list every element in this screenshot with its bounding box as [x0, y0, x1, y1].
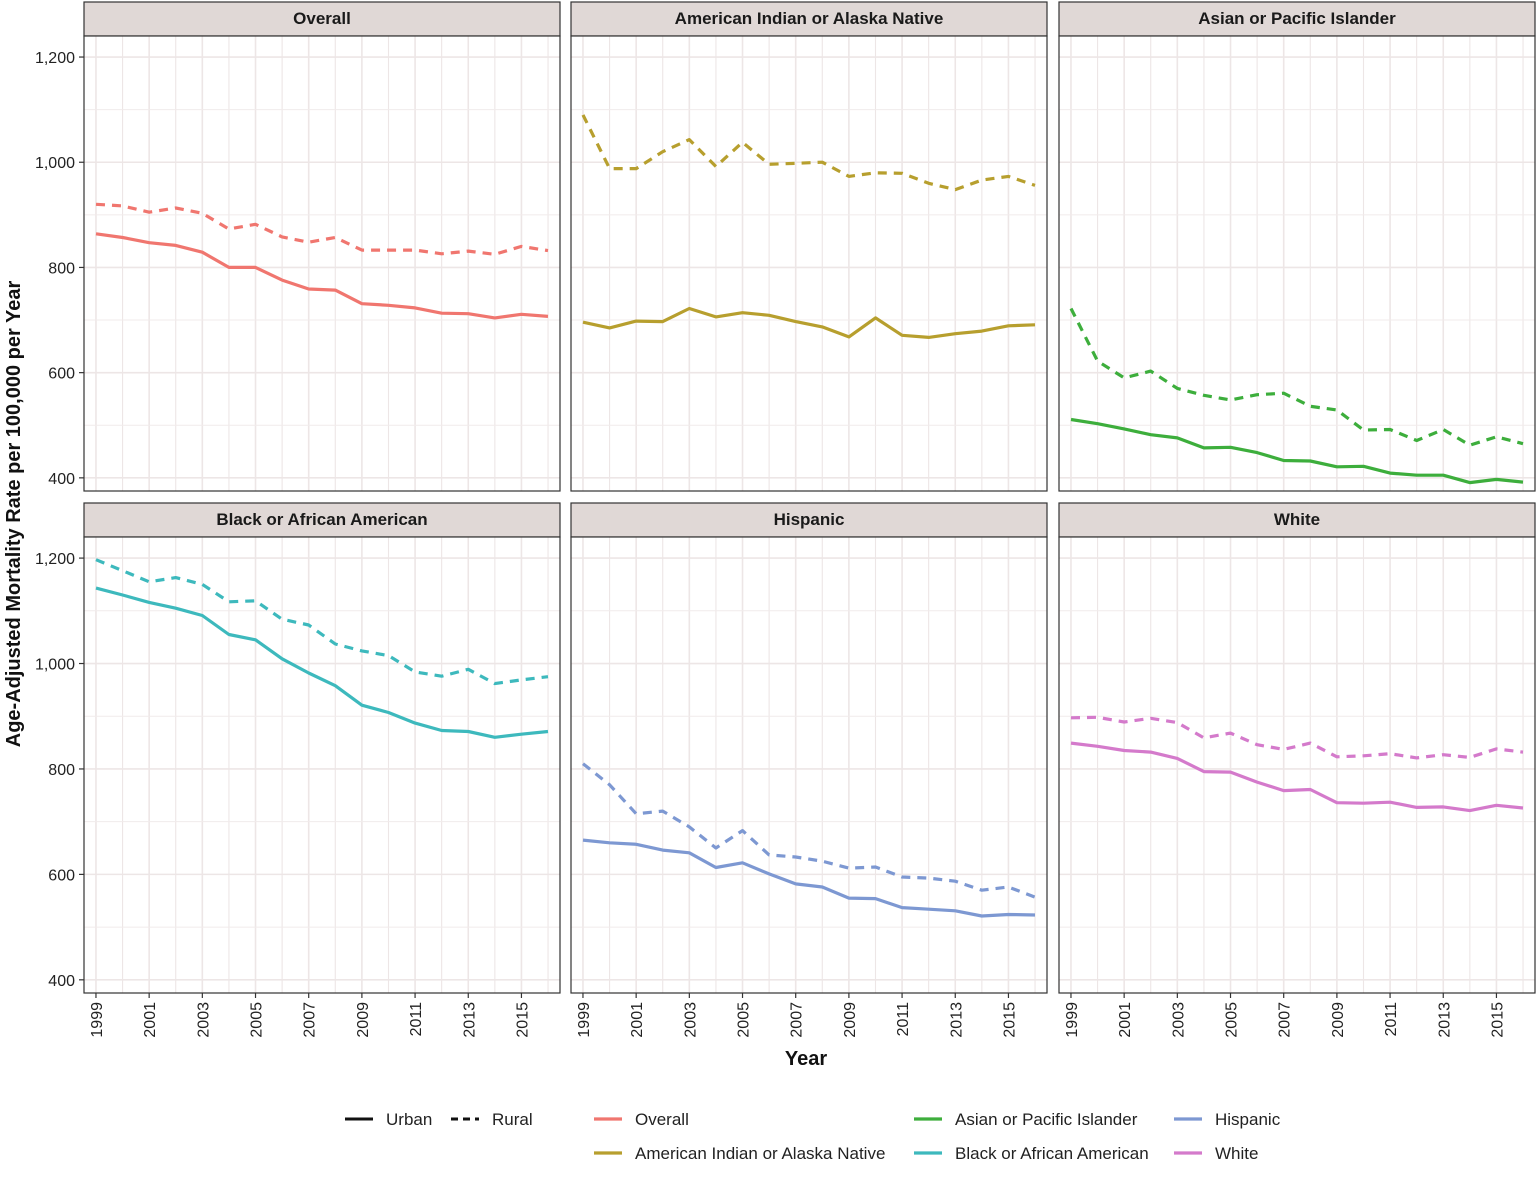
y-tick-label: 400 — [48, 471, 75, 488]
y-tick-label: 1,000 — [35, 155, 75, 172]
plot-background — [571, 36, 1047, 491]
series-rural-asian-or-pacific-islander — [1069, 307, 1524, 447]
x-tick-label: 2011 — [1383, 1002, 1400, 1037]
x-tick-label: 2015 — [514, 1002, 531, 1038]
y-tick-label: 1,000 — [35, 657, 75, 674]
y-tick-label: 600 — [48, 366, 75, 383]
x-tick-label: 1999 — [89, 1002, 106, 1038]
x-tick-label: 2007 — [302, 1002, 319, 1038]
legend-label-black-or-african-american: Black or African American — [955, 1144, 1149, 1163]
gridlines — [84, 537, 560, 993]
panel-border — [83, 35, 561, 492]
panel-asian-or-pacific-islander: Asian or Pacific Islander — [1058, 1, 1536, 492]
y-tick-label: 1,200 — [35, 551, 75, 568]
x-tick-label: 2005 — [736, 1002, 753, 1038]
gridlines — [1059, 36, 1535, 491]
x-tick-label: 2009 — [842, 1002, 859, 1038]
panel-strip — [1058, 502, 1536, 538]
series-rural-black-or-african-american — [95, 558, 549, 686]
series-urban-white — [1070, 741, 1524, 813]
panel-title: White — [1274, 510, 1320, 529]
legend: Urban Rural Overall American Indian or Alas… — [345, 1110, 1281, 1163]
panel-border — [1058, 536, 1536, 994]
panel-border — [1058, 35, 1536, 492]
panel-title: Black or African American — [216, 510, 427, 529]
y-axis-title: Age-Adjusted Mortality Rate per 100,000 … — [3, 281, 25, 748]
plot-background — [571, 537, 1047, 993]
legend-label-urban: Urban — [386, 1110, 432, 1129]
legend-label-asian-or-pacific-islander: Asian or Pacific Islander — [955, 1110, 1138, 1129]
facet-panels: Overall 400 600 800 1,000 1,200 American India… — [35, 1, 1536, 1038]
panel-border — [570, 35, 1048, 492]
panel-border — [83, 536, 561, 994]
panel-strip — [1058, 1, 1536, 37]
panel-hispanic: Hispanic 1999 2001 2003 2005 2007 2009 2011 2013… — [570, 502, 1048, 1038]
x-tick-label: 2011 — [408, 1002, 425, 1037]
x-tick-label: 2007 — [1277, 1002, 1294, 1038]
gridlines — [1059, 537, 1535, 993]
plot-background — [84, 537, 560, 993]
x-tick-label: 2005 — [1224, 1002, 1241, 1038]
legend-label-hispanic: Hispanic — [1215, 1110, 1281, 1129]
series-rural-white — [1070, 715, 1524, 760]
x-tick-label: 2001 — [1117, 1002, 1134, 1038]
panel-title: American Indian or Alaska Native — [675, 9, 944, 28]
x-tick-label: 2009 — [355, 1002, 372, 1038]
gridlines — [571, 36, 1047, 491]
series-urban-black-or-african-american — [95, 586, 549, 739]
series-rural-overall — [95, 202, 549, 256]
x-tick-label: 2003 — [1170, 1002, 1187, 1038]
x-tick-label: 2013 — [1436, 1002, 1453, 1038]
x-tick-label: 2005 — [249, 1002, 266, 1038]
series-rural-hispanic — [582, 762, 1036, 899]
panel-title: Asian or Pacific Islander — [1198, 9, 1396, 28]
plot-background — [84, 36, 560, 491]
panel-title: Overall — [293, 9, 351, 28]
y-tick-label: 400 — [48, 973, 75, 990]
x-tick-label: 2003 — [682, 1002, 699, 1038]
series-urban-asian-or-pacific-islander — [1070, 417, 1524, 485]
x-tick-label: 1999 — [576, 1002, 593, 1038]
panel-white: White 1999 2001 2003 2005 2007 2009 2011 2013 201… — [1058, 502, 1536, 1038]
panel-strip — [570, 1, 1048, 37]
x-tick-label: 2003 — [195, 1002, 212, 1038]
series-urban-hispanic — [582, 838, 1036, 918]
series-urban-american-indian-or-alaska-native — [582, 306, 1036, 339]
legend-label-white: White — [1215, 1144, 1258, 1163]
y-tick-label: 1,200 — [35, 50, 75, 67]
plot-background — [1059, 537, 1535, 993]
x-tick-label: 2001 — [142, 1002, 159, 1038]
x-tick-label: 2009 — [1330, 1002, 1347, 1038]
x-tick-label: 2013 — [461, 1002, 478, 1038]
x-axis-title: Year — [785, 1048, 827, 1070]
panel-overall: Overall 400 600 800 1,000 1,200 — [35, 1, 561, 492]
legend-label-overall: Overall — [635, 1110, 689, 1129]
panel-strip — [83, 1, 561, 37]
x-tick-label: 2015 — [1489, 1002, 1506, 1038]
y-tick-label: 800 — [48, 260, 75, 277]
legend-label-american-indian-or-alaska-native: American Indian or Alaska Native — [635, 1144, 885, 1163]
y-tick-label: 800 — [48, 762, 75, 779]
x-tick-label: 2015 — [1001, 1002, 1018, 1038]
x-tick-label: 2001 — [629, 1002, 646, 1038]
x-tick-label: 2011 — [895, 1002, 912, 1037]
panel-border — [570, 536, 1048, 994]
x-tick-label: 2007 — [789, 1002, 806, 1038]
panel-strip — [83, 502, 561, 538]
legend-label-rural: Rural — [492, 1110, 533, 1129]
x-tick-label: 1999 — [1064, 1002, 1081, 1038]
series-rural-american-indian-or-alaska-native — [581, 114, 1036, 192]
panel-title: Hispanic — [774, 510, 845, 529]
plot-background — [1059, 36, 1535, 491]
panel-black-or-african-american: Black or African American 400 600 800 1,000 1… — [35, 502, 561, 1038]
panel-american-indian-or-alaska-native: American Indian or Alaska Native — [570, 1, 1048, 492]
gridlines — [84, 36, 560, 491]
y-tick-label: 600 — [48, 867, 75, 884]
x-tick-label: 2013 — [948, 1002, 965, 1038]
series-urban-overall — [95, 232, 549, 320]
